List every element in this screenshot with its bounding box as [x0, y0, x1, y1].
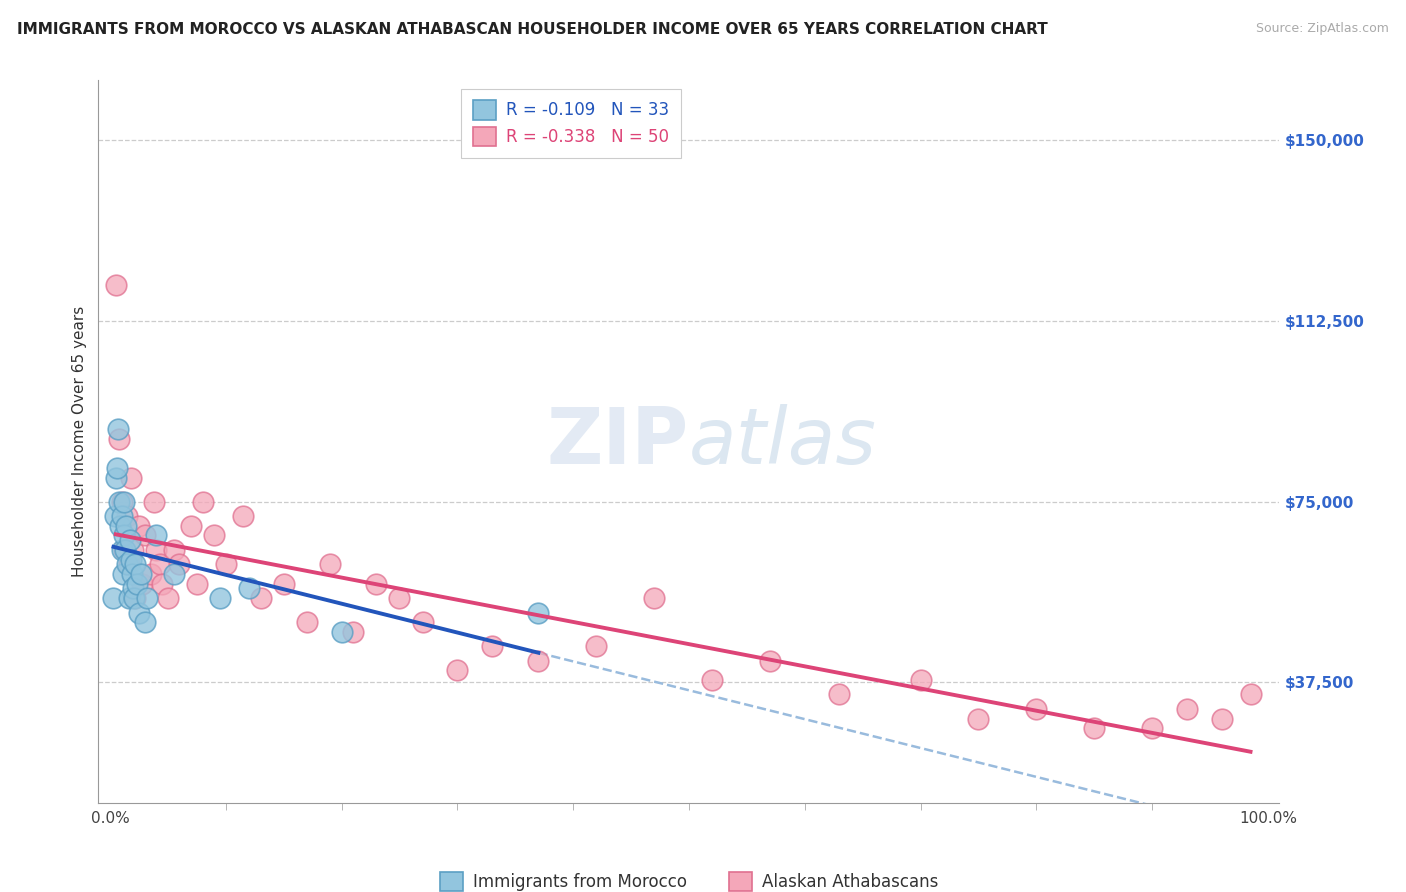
- Point: [112, 494, 135, 508]
- Point: [585, 639, 607, 653]
- Point: [342, 624, 364, 639]
- Point: [186, 576, 208, 591]
- Point: [828, 687, 851, 701]
- Point: [110, 519, 132, 533]
- Text: atlas: atlas: [689, 403, 877, 480]
- Point: [117, 509, 139, 524]
- Point: [412, 615, 434, 630]
- Point: [759, 654, 782, 668]
- Point: [967, 712, 990, 726]
- Text: ZIP: ZIP: [547, 403, 689, 480]
- Point: [122, 582, 145, 596]
- Point: [145, 542, 167, 557]
- Point: [134, 615, 156, 630]
- Legend: Immigrants from Morocco, Alaskan Athabascans: Immigrants from Morocco, Alaskan Athabas…: [433, 865, 945, 892]
- Point: [643, 591, 665, 606]
- Point: [180, 519, 202, 533]
- Point: [125, 576, 148, 591]
- Point: [330, 624, 353, 639]
- Point: [117, 591, 139, 606]
- Point: [129, 567, 152, 582]
- Point: [191, 494, 214, 508]
- Point: [117, 558, 139, 572]
- Point: [202, 528, 225, 542]
- Point: [910, 673, 932, 687]
- Point: [121, 567, 143, 582]
- Point: [108, 432, 131, 446]
- Point: [1140, 721, 1163, 735]
- Point: [1083, 721, 1105, 735]
- Point: [388, 591, 411, 606]
- Point: [163, 567, 186, 582]
- Point: [117, 558, 139, 572]
- Point: [481, 639, 503, 653]
- Point: [111, 567, 134, 582]
- Point: [139, 567, 162, 582]
- Text: Source: ZipAtlas.com: Source: ZipAtlas.com: [1256, 22, 1389, 36]
- Point: [128, 606, 150, 620]
- Point: [104, 509, 127, 524]
- Point: [527, 606, 550, 620]
- Point: [163, 542, 186, 557]
- Point: [527, 654, 550, 668]
- Point: [112, 528, 135, 542]
- Point: [273, 576, 295, 591]
- Point: [249, 591, 271, 606]
- Point: [114, 542, 136, 557]
- Point: [169, 558, 191, 572]
- Point: [1025, 702, 1047, 716]
- Point: [145, 528, 167, 542]
- Point: [124, 591, 146, 606]
- Point: [1239, 687, 1261, 701]
- Text: IMMIGRANTS FROM MOROCCO VS ALASKAN ATHABASCAN HOUSEHOLDER INCOME OVER 65 YEARS C: IMMIGRANTS FROM MOROCCO VS ALASKAN ATHAB…: [17, 22, 1047, 37]
- Point: [118, 533, 141, 548]
- Point: [128, 519, 150, 533]
- Point: [156, 591, 179, 606]
- Point: [136, 591, 159, 606]
- Point: [104, 471, 127, 485]
- Point: [208, 591, 231, 606]
- Point: [150, 576, 173, 591]
- Point: [149, 558, 172, 572]
- Point: [115, 519, 138, 533]
- Point: [232, 509, 254, 524]
- Point: [122, 542, 145, 557]
- Point: [1211, 712, 1233, 726]
- Point: [215, 558, 238, 572]
- Point: [110, 542, 132, 557]
- Point: [105, 461, 128, 475]
- Point: [124, 591, 146, 606]
- Point: [103, 591, 125, 606]
- Point: [120, 552, 142, 566]
- Point: [238, 582, 260, 596]
- Point: [700, 673, 723, 687]
- Point: [112, 542, 135, 557]
- Point: [319, 558, 342, 572]
- Point: [446, 664, 468, 678]
- Point: [1175, 702, 1198, 716]
- Point: [143, 494, 166, 508]
- Point: [295, 615, 318, 630]
- Point: [110, 509, 132, 524]
- Point: [110, 494, 132, 508]
- Point: [108, 494, 131, 508]
- Y-axis label: Householder Income Over 65 years: Householder Income Over 65 years: [72, 306, 87, 577]
- Point: [104, 277, 127, 292]
- Point: [134, 528, 156, 542]
- Point: [131, 576, 153, 591]
- Point: [124, 558, 146, 572]
- Point: [107, 423, 129, 437]
- Point: [120, 471, 142, 485]
- Point: [366, 576, 388, 591]
